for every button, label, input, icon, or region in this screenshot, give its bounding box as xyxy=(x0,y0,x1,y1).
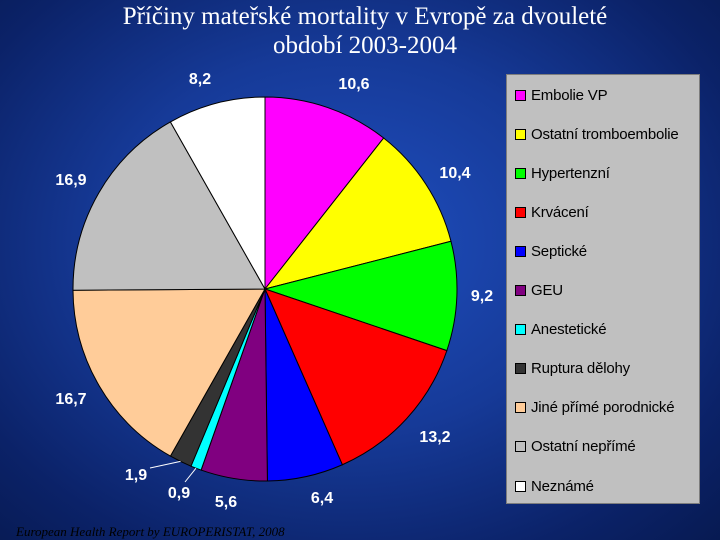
legend-item: Septické xyxy=(515,242,587,260)
legend-swatch xyxy=(515,245,526,257)
legend-label: Septické xyxy=(531,242,587,260)
legend-label: Ruptura dělohy xyxy=(531,360,630,378)
legend-item: Ostatní nepřímé xyxy=(515,438,636,456)
pie-slice-11 xyxy=(169,96,266,291)
data-label-7: 0,9 xyxy=(168,485,190,502)
legend-item: Ostatní tromboembolie xyxy=(515,125,679,143)
chart-legend: Embolie VP Ostatní tromboembolie Hypertenz… xyxy=(506,74,700,504)
legend-item: Hypertenzní xyxy=(515,164,610,182)
legend-item: Jiné přímé porodnické xyxy=(515,399,675,417)
pie-slice-3 xyxy=(263,240,458,352)
legend-item: Anestetické xyxy=(515,321,607,339)
title-line-2: období 2003-2004 xyxy=(272,32,458,59)
data-label-10: 16,9 xyxy=(55,172,86,189)
legend-swatch xyxy=(515,285,526,296)
legend-label: Jiné přímé porodnické xyxy=(531,399,675,417)
legend-swatch xyxy=(515,441,526,453)
data-label-1: 10,6 xyxy=(338,76,369,93)
legend-swatch xyxy=(515,167,526,179)
legend-label: Krvácení xyxy=(531,203,589,221)
legend-item: Neznámé xyxy=(515,477,594,495)
data-label-5: 6,4 xyxy=(311,490,333,507)
data-label-8: 1,9 xyxy=(125,467,147,484)
legend-item: Embolie VP xyxy=(515,86,608,104)
legend-label: GEU xyxy=(531,282,563,299)
legend-label: Ostatní nepřímé xyxy=(531,438,636,456)
legend-swatch xyxy=(515,480,526,492)
pie-slice-4 xyxy=(264,288,448,466)
legend-swatch xyxy=(515,89,526,101)
data-label-6: 5,6 xyxy=(215,494,237,511)
data-label-11: 8,2 xyxy=(189,71,211,88)
legend-label: Embolie VP xyxy=(531,86,608,104)
legend-label: Neznámé xyxy=(531,477,594,495)
pie-slice-1 xyxy=(264,96,385,291)
legend-swatch xyxy=(515,324,526,336)
data-label-2: 10,4 xyxy=(439,165,470,182)
data-label-9: 16,7 xyxy=(55,391,86,408)
pie-slice-9 xyxy=(72,288,266,457)
legend-label: Hypertenzní xyxy=(531,164,610,182)
pie-slices xyxy=(72,96,458,482)
leader-line-8 xyxy=(149,460,181,469)
legend-swatch xyxy=(515,363,526,375)
pie-slice-10 xyxy=(72,121,266,291)
leader-line-7 xyxy=(184,467,197,483)
label-leader-lines xyxy=(149,460,197,483)
legend-swatch xyxy=(515,402,526,414)
data-labels: 10,6 10,4 9,2 13,2 6,4 5,6 0,9 1,9 16,7 16,9 8,2 xyxy=(55,71,493,511)
source-note: European Health Report by EUROPERISTAT, … xyxy=(16,524,285,539)
title-line-1: Příčiny mateřské mortality v Evropě za d… xyxy=(122,3,608,30)
data-label-3: 9,2 xyxy=(471,288,493,305)
legend-label: Ostatní tromboembolie xyxy=(531,125,679,143)
legend-item: GEU xyxy=(515,282,563,300)
legend-item: Ruptura dělohy xyxy=(515,360,630,378)
legend-swatch xyxy=(515,206,526,218)
slide-title: Příčiny mateřské mortality v Evropě za d… xyxy=(0,2,720,60)
legend-label: Anestetické xyxy=(531,321,607,339)
pie-slice-2 xyxy=(263,137,452,290)
legend-item: Krvácení xyxy=(515,203,589,221)
legend-swatch xyxy=(515,128,526,140)
data-label-4: 13,2 xyxy=(419,429,450,446)
